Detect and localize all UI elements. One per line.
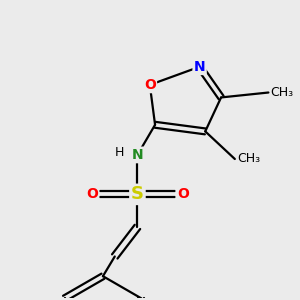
Text: S: S — [131, 185, 144, 203]
Text: CH₃: CH₃ — [270, 86, 293, 99]
Text: CH₃: CH₃ — [237, 152, 260, 166]
Text: H: H — [115, 146, 124, 160]
Text: N: N — [194, 60, 206, 74]
Text: O: O — [86, 188, 98, 201]
Text: N: N — [132, 148, 143, 162]
Text: O: O — [144, 78, 156, 92]
Text: O: O — [177, 188, 189, 201]
